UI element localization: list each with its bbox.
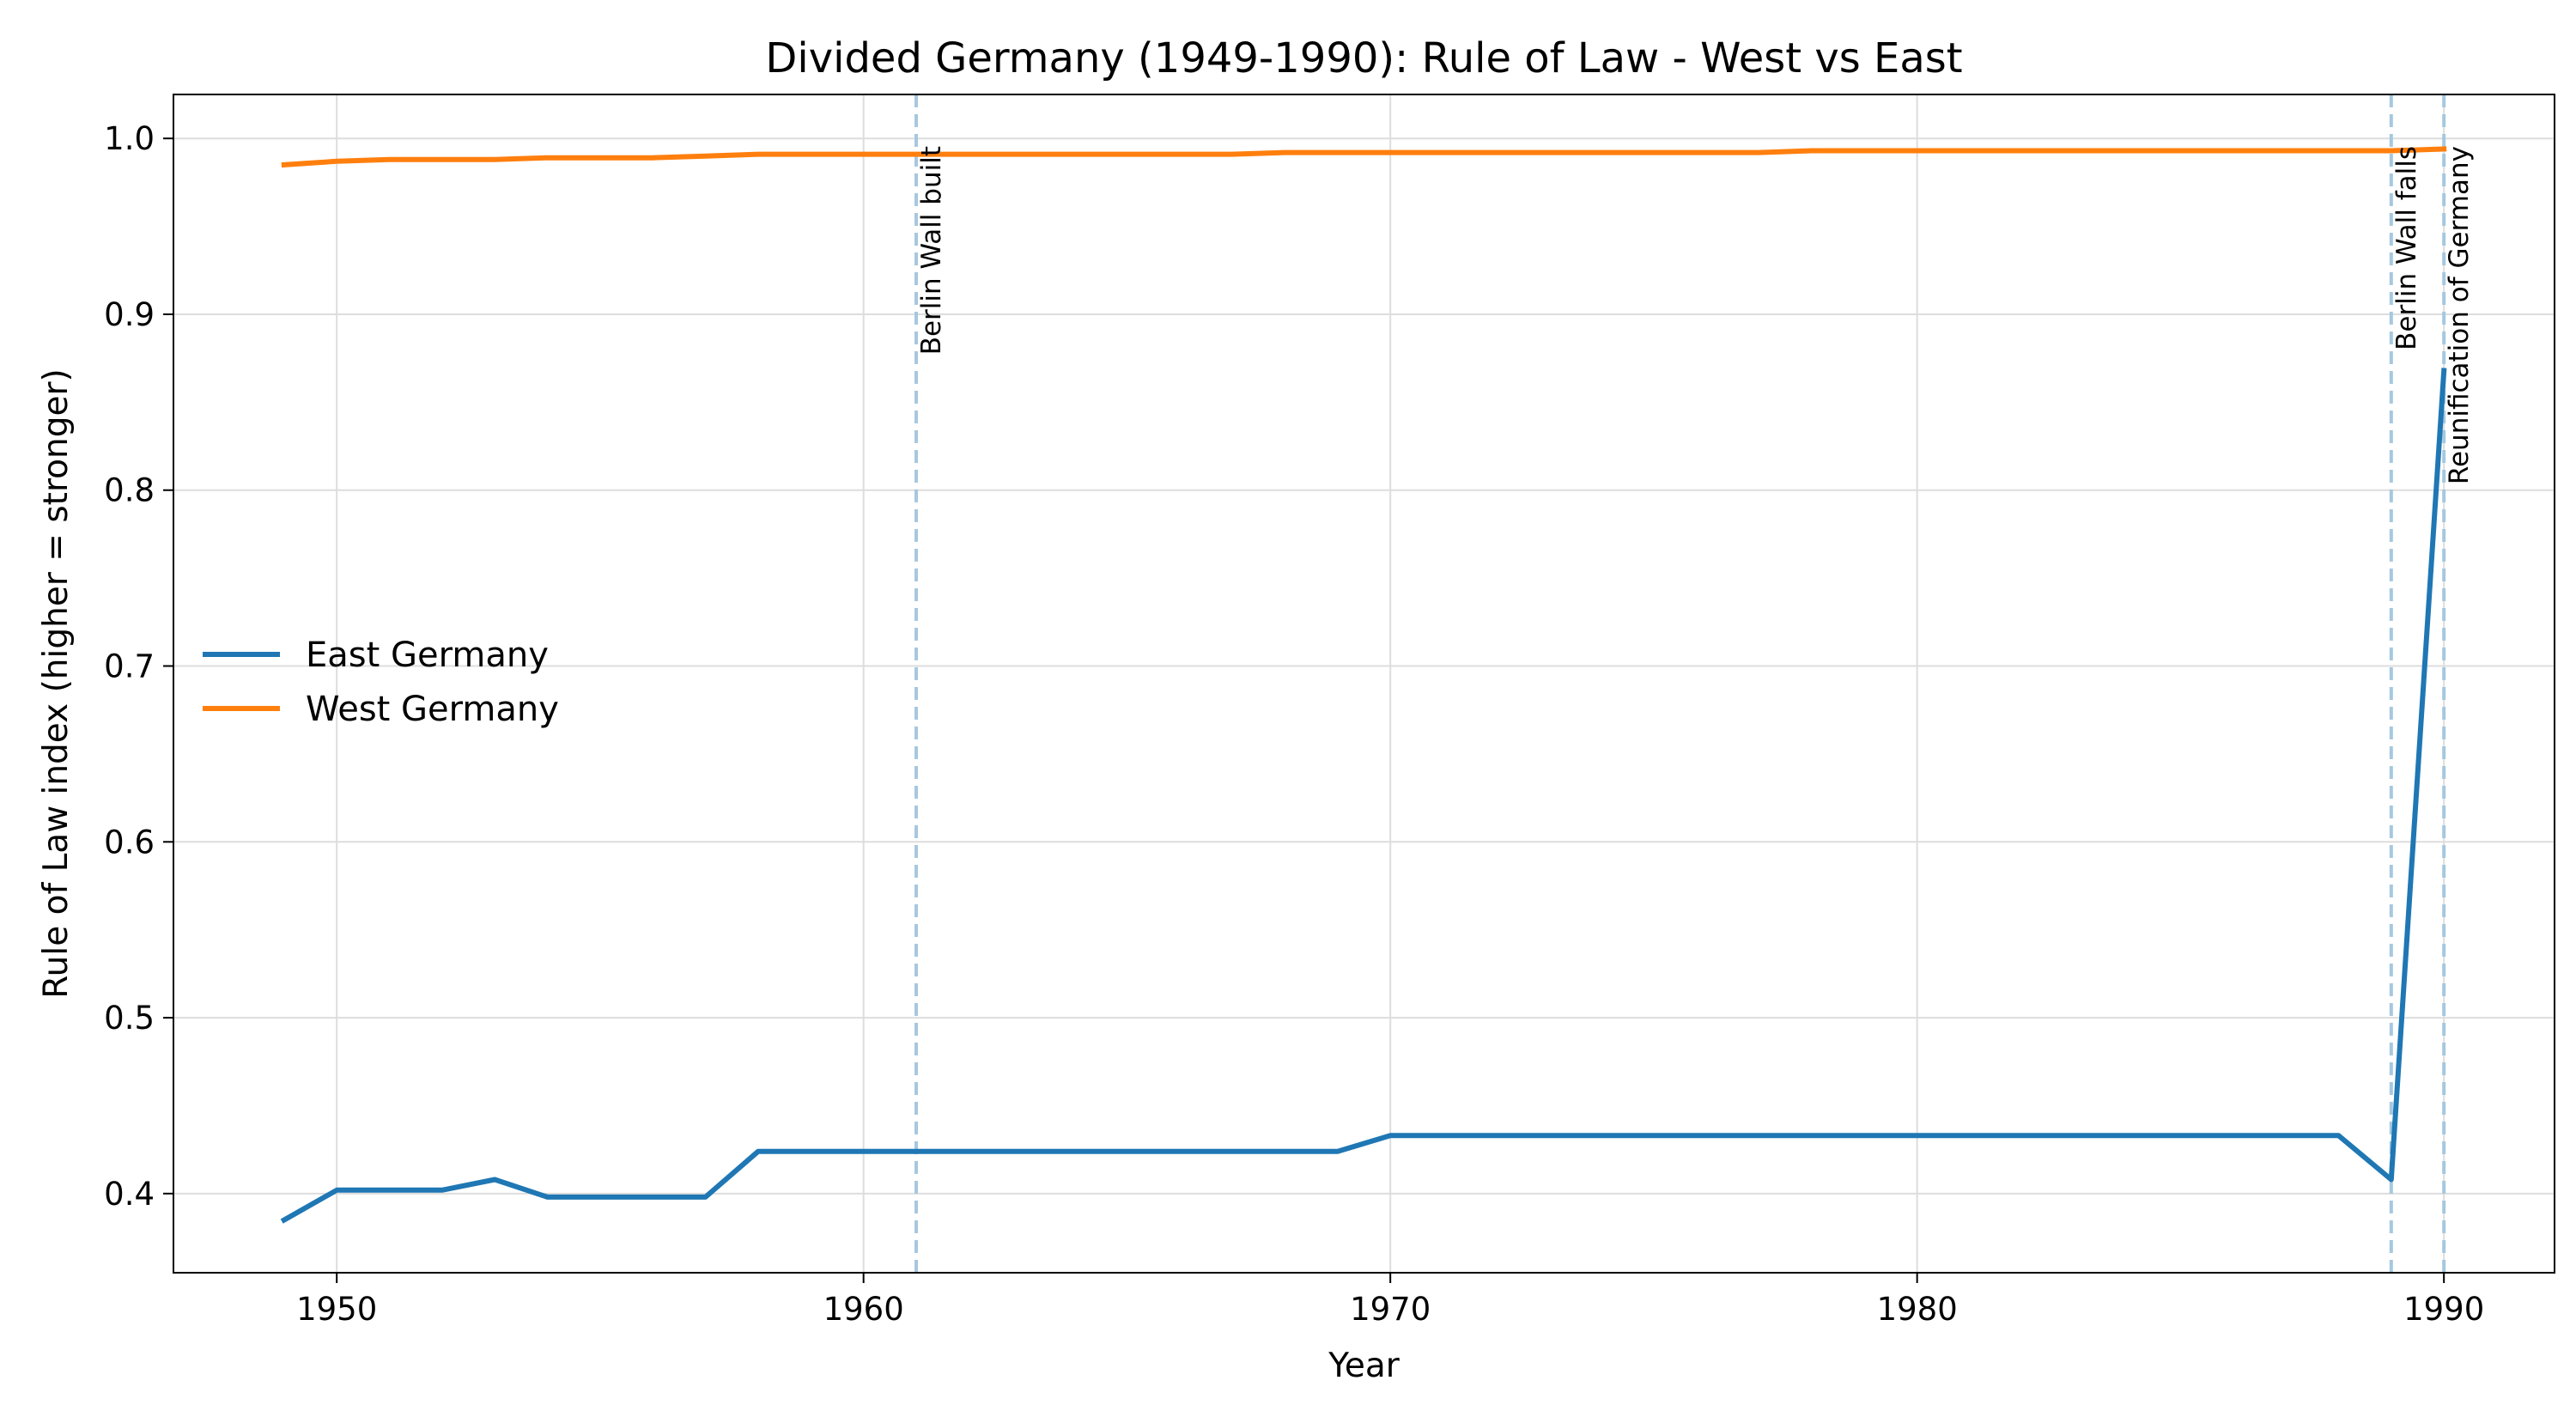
x-tick-label: 1990 [2403,1291,2484,1328]
y-tick-label: 0.7 [104,648,155,685]
y-tick-label: 0.5 [104,1000,155,1037]
x-axis-label: Year [1327,1347,1400,1385]
legend-label: West Germany [306,690,559,729]
legend-label: East Germany [306,636,549,675]
grid [173,94,2555,1273]
annotation-label: Berlin Wall built [916,146,947,355]
x-tick-label: 1980 [1877,1291,1958,1328]
y-tick-label: 0.8 [104,472,155,509]
annotation-label: Reunification of Germany [2444,146,2475,484]
chart-title: Divided Germany (1949-1990): Rule of Law… [765,34,1962,82]
x-tick-label: 1950 [296,1291,377,1328]
plot-frame [173,94,2555,1274]
series-line [280,368,2447,1224]
x-tick-label: 1960 [823,1291,904,1328]
y-axis-label: Rule of Law index (higher = stronger) [37,368,76,998]
x-axis: 1950 1960 1970 1980 1990 [296,1273,2484,1328]
x-tick-label: 1970 [1350,1291,1431,1328]
y-tick-label: 1.0 [104,120,155,157]
annotation-label: Berlin Wall falls [2391,146,2422,350]
series-line [281,146,2447,168]
y-axis: 0.4 0.5 0.6 0.7 0.8 0.9 1.0 [104,120,173,1213]
annotation-labels: Berlin Wall built Berlin Wall falls Reunif… [916,146,2475,484]
y-tick-label: 0.4 [104,1176,155,1213]
y-tick-label: 0.9 [104,296,155,333]
y-tick-label: 0.6 [104,824,155,861]
series-lines [280,146,2447,1224]
legend: East Germany West Germany [203,636,559,729]
